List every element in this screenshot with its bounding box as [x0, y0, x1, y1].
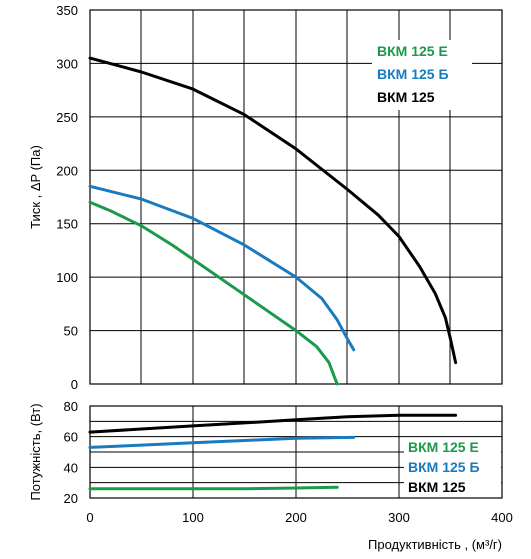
y-tick-label: 50: [64, 324, 78, 339]
y-tick-label: 20: [64, 491, 78, 506]
x-tick-label: 100: [182, 510, 204, 525]
y-axis-title: Потужність, (Вт): [28, 403, 43, 500]
y-tick-label: 60: [64, 430, 78, 445]
x-tick-label: 200: [285, 510, 307, 525]
y-tick-label: 350: [56, 3, 78, 18]
legend-background: [372, 40, 472, 110]
series-line: [88, 200, 339, 386]
power-plot-frame: [89, 405, 503, 499]
pressure-panel: ВКМ 125 Е ВКМ 125 Б ВКМ 125 0 50 100 150 200 250…: [28, 3, 503, 392]
pressure-legend: ВКМ 125 Е ВКМ 125 Б ВКМ 125: [372, 40, 472, 110]
x-tick-label: 0: [86, 510, 93, 525]
y-tick-label: 250: [56, 110, 78, 125]
x-axis-title: Продуктивність , (м³/г): [368, 537, 502, 552]
series-line: [88, 413, 458, 434]
legend-entry: ВКМ 125: [377, 89, 435, 105]
series-line: [88, 184, 356, 352]
power-panel: ВКМ 125 Е ВКМ 125 Б ВКМ 125 20 40 60 80 Потужні…: [28, 399, 513, 552]
y-tick-label: 80: [64, 399, 78, 414]
power-legend: ВКМ 125 Е ВКМ 125 Б ВКМ 125: [404, 438, 501, 496]
legend-entry: ВКМ 125: [408, 479, 466, 495]
legend-entry: ВКМ 125 Б: [377, 66, 449, 82]
series-line: [88, 56, 458, 365]
legend-entry: ВКМ 125 Е: [408, 439, 479, 455]
y-tick-label: 300: [56, 56, 78, 71]
y-tick-label: 150: [56, 217, 78, 232]
legend-background: [404, 438, 501, 496]
x-tick-label: 400: [491, 510, 513, 525]
y-tick-label: 200: [56, 163, 78, 178]
series-line: [88, 485, 339, 491]
pressure-plot-frame: [89, 9, 503, 385]
y-tick-label: 40: [64, 460, 78, 475]
legend-entry: ВКМ 125 Е: [377, 43, 448, 59]
series-line: [88, 435, 356, 449]
y-tick-label: 0: [71, 377, 78, 392]
y-axis-title: Тиск , ΔP (Па): [28, 145, 43, 229]
x-tick-label: 300: [388, 510, 410, 525]
y-tick-label: 100: [56, 270, 78, 285]
legend-entry: ВКМ 125 Б: [408, 459, 480, 475]
